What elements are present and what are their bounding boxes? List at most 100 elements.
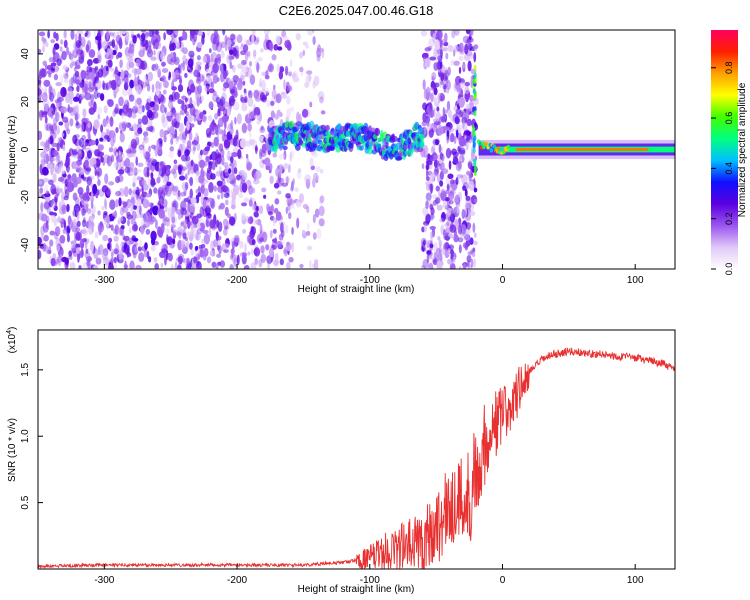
spectrogram-cell [249, 74, 256, 86]
figure-title: C2E6.2025.047.00.46.G18 [279, 3, 434, 18]
spectrogram-cell [49, 230, 56, 236]
spectrogram-cell [230, 156, 234, 164]
spectrogram-cell [312, 232, 317, 240]
spectrogram-cell [434, 139, 440, 146]
snr-y-label: SNR (10 * v/v) [7, 418, 18, 482]
spectrogram-cell [301, 108, 309, 118]
spectrogram-cell [281, 35, 289, 41]
spectrogram-cell [186, 231, 192, 238]
spectrogram-cell [110, 256, 114, 265]
spectrogram-cell [74, 33, 78, 44]
spectrogram-cell [287, 164, 291, 173]
snr-x-tick-label: 0 [500, 575, 506, 586]
spectrogram-cell [77, 252, 80, 263]
spectrogram-cell [446, 80, 451, 91]
spectrogram-cell [63, 73, 69, 80]
spectrogram-cell [59, 75, 64, 85]
spectrogram-cell [223, 139, 231, 149]
spectrogram-cell [108, 181, 115, 186]
spectrogram-cell [278, 70, 284, 80]
spectrogram-cell [216, 180, 223, 187]
spectrogram-cell [458, 157, 463, 162]
spectrogram-cell [156, 176, 161, 184]
spectrogram-cell [312, 35, 316, 46]
spectrogram-cell [457, 237, 464, 243]
spectrogram-cell [259, 91, 265, 102]
spectrogram-cell [318, 47, 325, 53]
spectrogram-cell [76, 49, 83, 55]
spectrogram-cell [290, 203, 295, 210]
spectrogram-x-tick-label: 0 [500, 275, 506, 286]
spectrogram-cell [172, 186, 178, 196]
spectrogram-cell [72, 192, 78, 201]
spectrogram-cell [469, 34, 472, 41]
spectrogram-cell [100, 156, 104, 163]
spectrogram-cell [86, 40, 92, 51]
spectrogram-cell [419, 127, 423, 132]
spectrogram-cell [59, 234, 66, 244]
spectrogram-cell [158, 198, 162, 204]
spectrogram-cell [426, 160, 433, 166]
spectrogram-cell [272, 238, 277, 243]
spectrogram-cell [196, 55, 201, 61]
spectrogram-cell [57, 177, 65, 182]
spectrogram-cell [240, 43, 244, 48]
spectrogram-cell [119, 207, 124, 216]
spectrogram-cell [130, 203, 134, 213]
spectrogram-cell [158, 208, 165, 219]
spectrogram-cell [173, 109, 177, 118]
spectrogram-cell [145, 102, 150, 111]
spectrogram-cell [427, 153, 431, 160]
spectrogram-cell [130, 171, 134, 177]
spectrogram-cell [233, 159, 237, 169]
spectrogram-cell [215, 170, 222, 177]
spectrogram-cell [184, 149, 190, 157]
spectrogram-cell [220, 41, 227, 49]
spectrogram-cell [62, 72, 66, 78]
spectrogram-cell [190, 159, 194, 167]
spectrogram-cell [430, 146, 435, 154]
spectrogram-cell [217, 102, 220, 108]
spectrogram-cell [266, 203, 270, 212]
spectrogram-cell [425, 167, 429, 179]
spectrogram-cell [455, 161, 462, 172]
spectrogram-cell [248, 185, 254, 195]
spectrogram-cell [266, 255, 273, 264]
spectrogram-cell [275, 35, 281, 45]
spectrogram-cell [97, 246, 101, 256]
spectrogram-cell [455, 129, 459, 139]
spectrogram-cell [65, 69, 69, 77]
spectrogram-cell [170, 226, 174, 233]
spectrogram-cell [169, 243, 175, 249]
spectrogram-cell [285, 176, 291, 183]
spectrogram-cell [320, 110, 326, 115]
spectrogram-cell [296, 217, 300, 229]
spectrogram-cell [274, 198, 280, 205]
spectrogram-cell [170, 206, 176, 215]
colorbar-tick-label: 0.0 [724, 263, 734, 276]
spectrogram-cell [43, 79, 51, 87]
spectrogram-cell [420, 265, 426, 269]
spectrogram-cell [454, 197, 459, 204]
spectrogram-cell [472, 88, 476, 95]
spectrogram-cell [208, 226, 212, 238]
spectrogram-cell [174, 128, 178, 139]
spectrogram-cell [145, 73, 149, 80]
spectrogram-cell [216, 56, 222, 64]
spectrogram-cell [228, 216, 236, 226]
spectrogram-cell [148, 30, 155, 38]
spectrogram-cell [126, 75, 129, 87]
spectrogram-cell [82, 192, 89, 201]
spectrogram-cell [272, 228, 277, 234]
spectrogram-cell [79, 168, 85, 175]
spectrogram-cell [452, 156, 459, 164]
spectrogram-cell [169, 59, 176, 66]
spectrogram-cell [150, 177, 156, 188]
spectrogram-cell [450, 59, 455, 66]
spectrogram-cell [174, 160, 178, 172]
spectrogram-cell [69, 262, 76, 269]
spectrogram-cell [43, 147, 49, 153]
spectrogram-cell [312, 151, 319, 158]
spectrogram-cell [222, 30, 226, 36]
spectrogram-cell [233, 234, 240, 243]
